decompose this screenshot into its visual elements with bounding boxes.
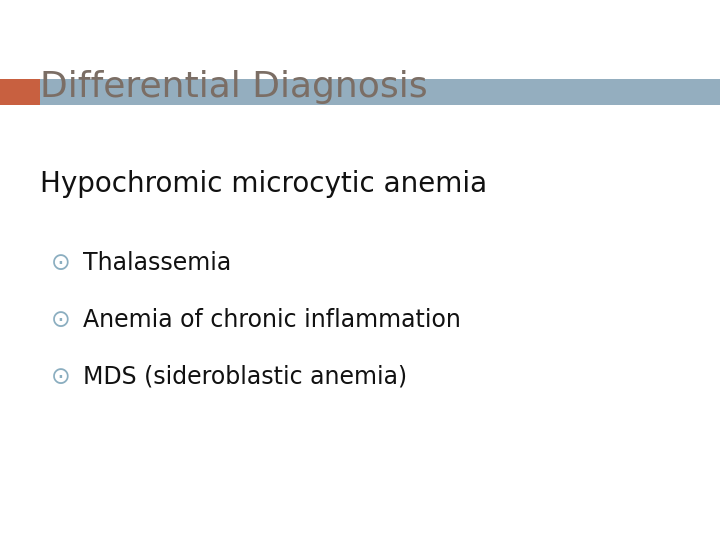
Text: ⊙: ⊙ [50,251,70,275]
Text: Hypochromic microcytic anemia: Hypochromic microcytic anemia [40,170,487,198]
Text: ⊙: ⊙ [50,364,70,388]
Bar [40,79,720,105]
Bar [0,79,40,105]
Text: MDS (sideroblastic anemia): MDS (sideroblastic anemia) [83,364,407,388]
Text: Anemia of chronic inflammation: Anemia of chronic inflammation [83,308,461,332]
Text: Thalassemia: Thalassemia [83,251,231,275]
Text: Differential Diagnosis: Differential Diagnosis [40,70,427,104]
Text: ⊙: ⊙ [50,308,70,332]
